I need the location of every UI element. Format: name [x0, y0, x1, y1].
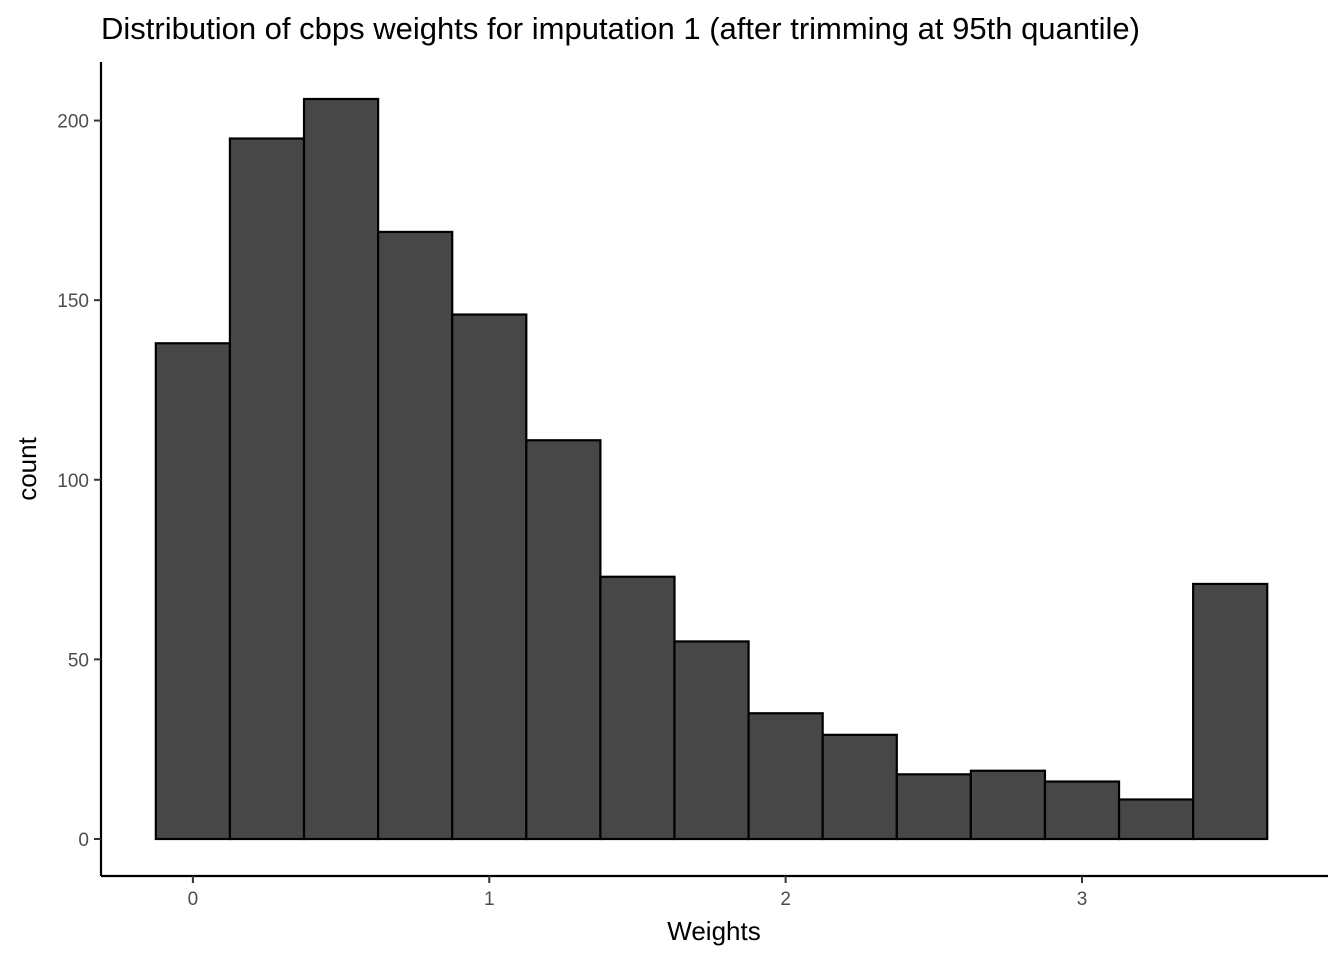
y-tick-label-4: 200	[57, 112, 89, 133]
y-tick-label-2: 100	[57, 471, 89, 492]
x-tick-label-2: 2	[780, 889, 791, 910]
y-tick-label-3: 150	[57, 291, 89, 312]
bars-group	[154, 97, 1269, 841]
y-axis-label: count	[12, 436, 42, 500]
x-tick-label-3: 3	[1077, 889, 1088, 910]
histogram-bar-5	[525, 439, 602, 841]
histogram-bar-11	[969, 769, 1047, 841]
y-tick-label-0: 0	[78, 830, 89, 851]
histogram-bar-10	[895, 773, 972, 841]
histogram-bar-14	[1192, 582, 1269, 841]
x-tick-label-1: 1	[484, 889, 495, 910]
histogram-bar-1	[228, 137, 306, 841]
x-ticks-group: 0 1 2 3	[188, 876, 1088, 910]
y-tick-label-1: 50	[68, 650, 89, 671]
y-ticks-group: 0 50 100 150 200	[57, 112, 101, 851]
histogram-bar-3	[377, 230, 454, 841]
histogram-bar-9	[821, 733, 898, 841]
histogram-bar-12	[1043, 780, 1121, 841]
histogram-bar-13	[1117, 798, 1195, 841]
histogram-bar-8	[747, 712, 824, 841]
histogram-bar-2	[302, 97, 380, 841]
histogram-bar-4	[451, 313, 528, 841]
histogram-bar-6	[599, 575, 676, 841]
x-axis-label: Weights	[667, 916, 760, 946]
histogram-bar-7	[673, 640, 750, 841]
histogram-bar-0	[154, 342, 232, 841]
chart-title: Distribution of cbps weights for imputat…	[101, 11, 1140, 46]
x-tick-label-0: 0	[188, 889, 199, 910]
